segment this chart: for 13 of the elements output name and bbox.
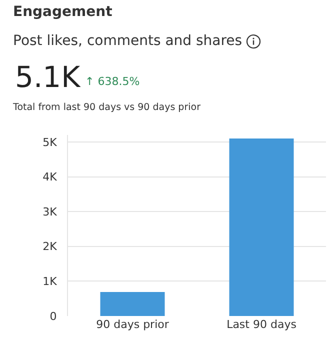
y-tick-label: 5K <box>42 136 58 149</box>
y-tick-label: 0 <box>50 310 57 323</box>
y-tick-label: 4K <box>42 170 58 184</box>
y-tick-label: 3K <box>42 205 58 218</box>
y-tick-label: 2K <box>42 240 58 254</box>
text: 5.1K <box>15 60 80 94</box>
x-tick-label: Last 90 days <box>226 318 297 331</box>
chart-title: Engagement <box>13 4 112 20</box>
text: ↑ 638.5% <box>85 75 140 88</box>
x-tick-label: 90 days prior <box>96 318 170 331</box>
text: Total from last 90 days vs 90 days prior <box>13 102 200 113</box>
chart-subtitle: Post likes, comments and shares <box>13 33 242 49</box>
y-tick-label: 1K <box>42 275 58 288</box>
